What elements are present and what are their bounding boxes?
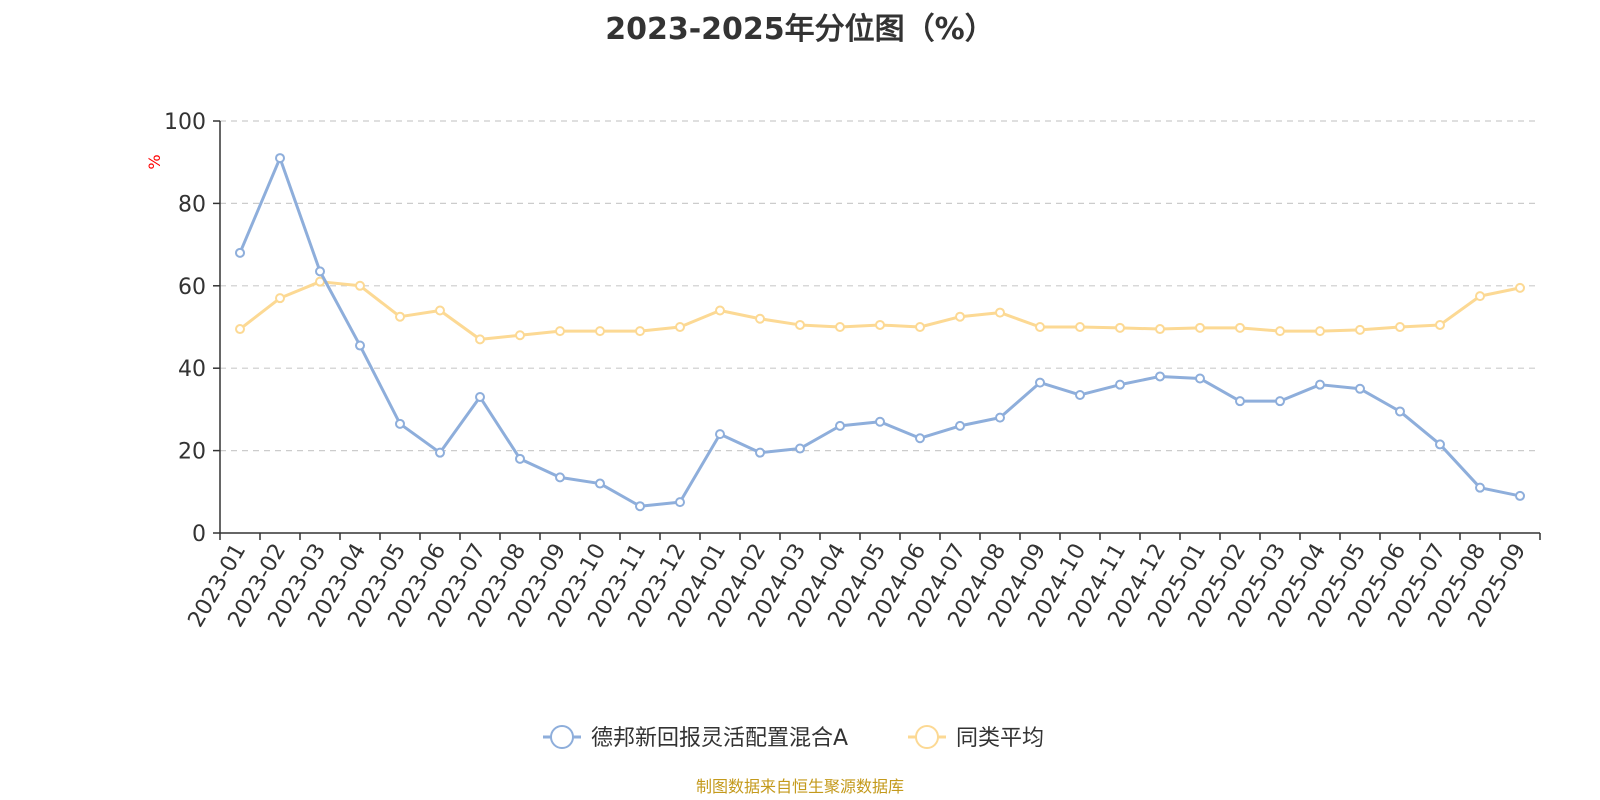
data-point [1476, 292, 1484, 300]
data-point [836, 323, 844, 331]
data-point [516, 455, 524, 463]
x-axis-ticks: 2023-012023-022023-032023-042023-052023-… [184, 533, 1540, 632]
legend-marker-icon [916, 726, 938, 748]
data-point [796, 321, 804, 329]
data-point [636, 327, 644, 335]
data-point [1516, 284, 1524, 292]
data-point [996, 309, 1004, 317]
data-point [396, 420, 404, 428]
y-tick-label: 60 [178, 275, 206, 300]
grid-lines [220, 121, 1540, 451]
data-point [436, 449, 444, 457]
data-point [1356, 326, 1364, 334]
data-point [1316, 381, 1324, 389]
y-axis-label: % [145, 154, 164, 169]
legend-label: 同类平均 [956, 726, 1044, 751]
data-point [676, 498, 684, 506]
data-point [716, 307, 724, 315]
data-point [1396, 323, 1404, 331]
data-point [1516, 492, 1524, 500]
data-point [1476, 484, 1484, 492]
y-axis-ticks: 0 20 40 60 80 100 [164, 110, 220, 547]
series-line [240, 282, 1520, 340]
data-point [876, 321, 884, 329]
data-point [1076, 391, 1084, 399]
data-point [316, 267, 324, 275]
data-point [996, 414, 1004, 422]
data-point [276, 154, 284, 162]
data-point [516, 331, 524, 339]
legend-item[interactable]: 德邦新回报灵活配置混合A [543, 726, 848, 751]
data-point [596, 480, 604, 488]
data-point [1116, 381, 1124, 389]
y-tick-label: 80 [178, 192, 206, 217]
footer-source: 制图数据来自恒生聚源数据库 [696, 777, 904, 796]
data-point [956, 422, 964, 430]
data-point [716, 430, 724, 438]
data-point [1436, 321, 1444, 329]
legend-item[interactable]: 同类平均 [908, 726, 1044, 751]
data-point [1116, 324, 1124, 332]
data-point [676, 323, 684, 331]
data-point [356, 342, 364, 350]
legend-label: 德邦新回报灵活配置混合A [591, 726, 848, 751]
data-point [1156, 325, 1164, 333]
data-point [1236, 324, 1244, 332]
data-point [1076, 323, 1084, 331]
data-point [356, 282, 364, 290]
data-point [276, 294, 284, 302]
data-point [1396, 407, 1404, 415]
y-tick-label: 40 [178, 357, 206, 382]
data-point [556, 473, 564, 481]
data-point [636, 502, 644, 510]
data-point [1436, 440, 1444, 448]
data-point [396, 313, 404, 321]
y-tick-label: 20 [178, 440, 206, 465]
data-point [876, 418, 884, 426]
y-tick-label: 100 [164, 110, 206, 135]
data-point [1276, 327, 1284, 335]
data-point [1236, 397, 1244, 405]
data-point [1196, 375, 1204, 383]
data-point [1276, 397, 1284, 405]
data-point [596, 327, 604, 335]
data-point [796, 445, 804, 453]
data-point [1356, 385, 1364, 393]
data-point [476, 335, 484, 343]
data-point [1036, 379, 1044, 387]
data-point [756, 315, 764, 323]
data-point [436, 307, 444, 315]
data-point [1316, 327, 1324, 335]
y-tick-label: 0 [192, 522, 206, 547]
data-point [956, 313, 964, 321]
data-point [916, 323, 924, 331]
legend-marker-icon [551, 726, 573, 748]
series-lines [236, 154, 1524, 510]
data-point [236, 249, 244, 257]
data-point [1036, 323, 1044, 331]
data-point [916, 434, 924, 442]
data-point [476, 393, 484, 401]
data-point [1156, 372, 1164, 380]
data-point [236, 325, 244, 333]
data-point [1196, 324, 1204, 332]
data-point [556, 327, 564, 335]
data-point [836, 422, 844, 430]
legend[interactable]: 德邦新回报灵活配置混合A 同类平均 [543, 726, 1044, 751]
data-point [756, 449, 764, 457]
